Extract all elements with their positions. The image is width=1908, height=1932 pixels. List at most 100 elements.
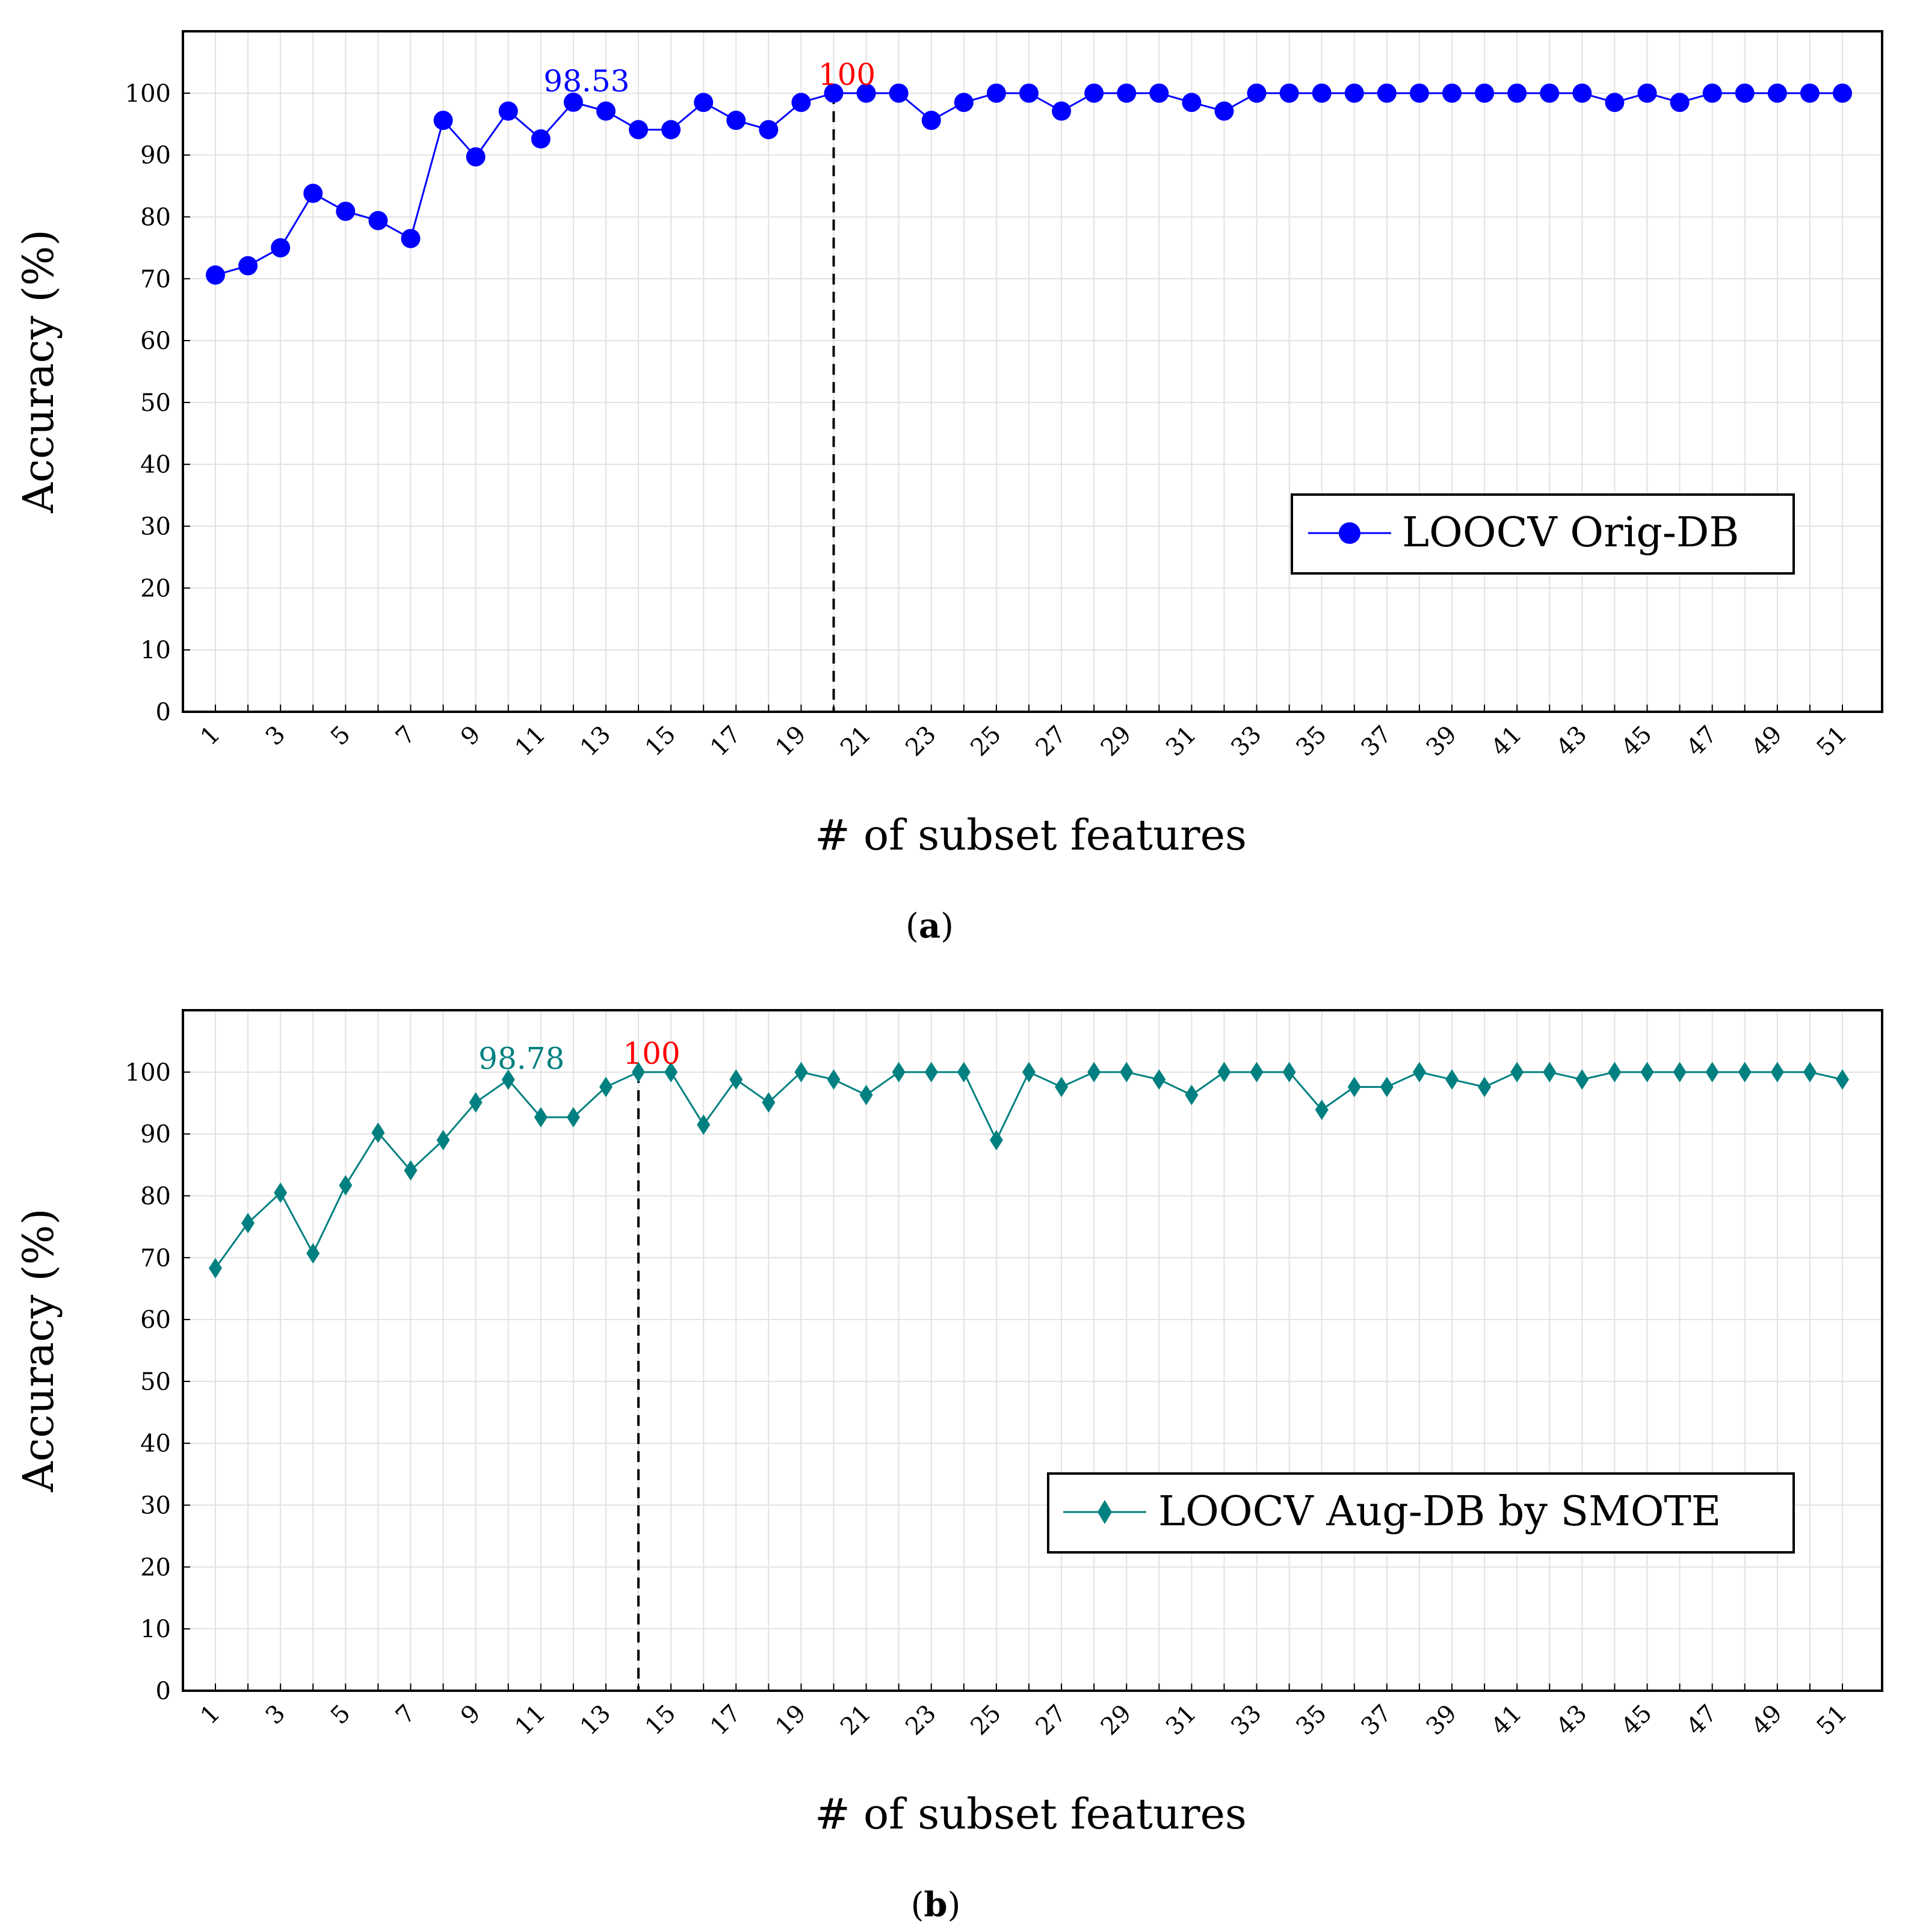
data-point-marker — [1055, 1076, 1069, 1097]
x-tick-label: 35 — [1291, 1700, 1332, 1741]
x-tick-label: 51 — [1812, 1700, 1853, 1741]
data-point-marker — [1250, 1061, 1264, 1082]
data-point-marker — [404, 1160, 418, 1181]
data-point-marker — [1767, 83, 1787, 103]
x-tick-label: 51 — [1812, 721, 1853, 762]
panel-letter: b — [924, 1885, 947, 1925]
x-tick-label: 3 — [261, 721, 291, 752]
data-point-marker — [762, 1092, 776, 1113]
data-point-marker — [531, 129, 551, 149]
panel-caption: (b) — [911, 1885, 961, 1925]
x-tick-label: 1 — [196, 721, 226, 752]
data-point-marker — [596, 101, 616, 121]
data-point-marker — [664, 1061, 678, 1082]
data-point-marker — [1412, 1061, 1426, 1082]
x-tick-label: 15 — [640, 721, 682, 762]
y-tick-label: 90 — [140, 1121, 171, 1149]
plot-frame — [182, 30, 1883, 713]
x-tick-label: 1 — [196, 1700, 226, 1730]
data-point-marker — [599, 1076, 613, 1097]
data-point-marker — [271, 238, 291, 258]
data-point-marker — [924, 1061, 938, 1082]
x-tick-label: 13 — [575, 1700, 617, 1741]
data-point-marker — [1540, 83, 1560, 103]
data-point-marker — [859, 1084, 873, 1105]
data-point-marker — [206, 265, 225, 285]
data-point-marker — [791, 93, 811, 113]
data-point-marker — [694, 93, 714, 113]
x-tick-label: 21 — [835, 721, 877, 762]
legend-label: LOOCV Orig-DB — [1402, 509, 1739, 557]
data-point-marker — [1087, 1061, 1101, 1082]
x-tick-label: 43 — [1551, 721, 1593, 762]
x-tick-label: 47 — [1681, 1700, 1723, 1741]
x-tick-label: 31 — [1161, 1700, 1202, 1741]
data-point-marker — [1735, 83, 1755, 103]
data-point-marker — [889, 83, 909, 103]
data-point-marker — [1344, 83, 1364, 103]
data-point-marker — [1702, 83, 1722, 103]
x-tick-label: 33 — [1226, 1700, 1267, 1741]
y-tick-label: 60 — [140, 327, 171, 355]
data-point-marker — [827, 1069, 841, 1090]
y-tick-label: 70 — [140, 265, 171, 293]
data-point-marker — [238, 256, 258, 276]
x-tick-label: 5 — [326, 1700, 356, 1730]
data-point-marker — [794, 1061, 808, 1082]
data-point-marker — [1803, 1061, 1817, 1082]
y-tick-label: 0 — [156, 699, 171, 726]
y-tick-label: 0 — [156, 1677, 171, 1705]
data-point-marker — [433, 111, 453, 131]
y-tick-label: 60 — [140, 1306, 171, 1334]
data-point-marker — [1117, 83, 1137, 103]
data-point-marker — [1022, 1061, 1036, 1082]
y-axis-title: Accuracy (%) — [14, 1208, 63, 1492]
x-tick-label: 23 — [900, 1700, 942, 1741]
x-tick-label: 37 — [1356, 721, 1397, 762]
data-point-marker — [501, 1069, 515, 1090]
data-point-marker — [824, 83, 844, 103]
x-tick-label: 41 — [1486, 721, 1528, 762]
data-point-marker — [274, 1182, 288, 1203]
y-tick-label: 100 — [125, 1059, 171, 1087]
data-point-marker — [368, 211, 388, 230]
y-tick-label: 100 — [125, 80, 171, 108]
y-tick-label: 50 — [140, 389, 171, 417]
data-point-marker — [1800, 83, 1820, 103]
x-tick-label: 7 — [391, 1700, 421, 1730]
legend-label: LOOCV Aug-DB by SMOTE — [1158, 1488, 1721, 1535]
data-point-marker — [697, 1114, 711, 1135]
data-point-marker — [401, 229, 421, 248]
data-point-marker — [957, 1061, 971, 1082]
x-tick-label: 3 — [261, 1700, 291, 1730]
legend-frame — [1047, 1472, 1795, 1554]
x-tick-label: 37 — [1356, 1700, 1397, 1741]
panel-letter: a — [919, 906, 940, 946]
x-tick-label: 45 — [1616, 1700, 1658, 1741]
data-point-marker — [336, 202, 356, 221]
y-tick-label: 30 — [140, 513, 171, 541]
y-tick-label: 80 — [140, 1182, 171, 1210]
x-tick-label: 27 — [1031, 1700, 1072, 1741]
data-point-marker — [856, 83, 876, 103]
data-point-marker — [1120, 1061, 1134, 1082]
x-tick-label: 17 — [705, 1700, 747, 1741]
data-point-marker — [1475, 83, 1495, 103]
data-point-marker — [1507, 83, 1527, 103]
data-point-marker — [1442, 83, 1462, 103]
x-tick-label: 7 — [391, 721, 421, 752]
data-point-marker — [339, 1174, 353, 1196]
x-tick-label: 15 — [640, 1700, 682, 1741]
x-tick-label: 29 — [1096, 721, 1137, 762]
x-tick-label: 19 — [770, 721, 812, 762]
data-point-marker — [1608, 1061, 1622, 1082]
data-point-marker — [306, 1243, 320, 1264]
data-point-marker — [534, 1106, 548, 1128]
y-tick-label: 90 — [140, 142, 171, 170]
data-point-marker — [629, 120, 649, 140]
data-point-marker — [1217, 1061, 1231, 1082]
y-tick-label: 50 — [140, 1368, 171, 1396]
y-tick-label: 20 — [140, 575, 171, 602]
